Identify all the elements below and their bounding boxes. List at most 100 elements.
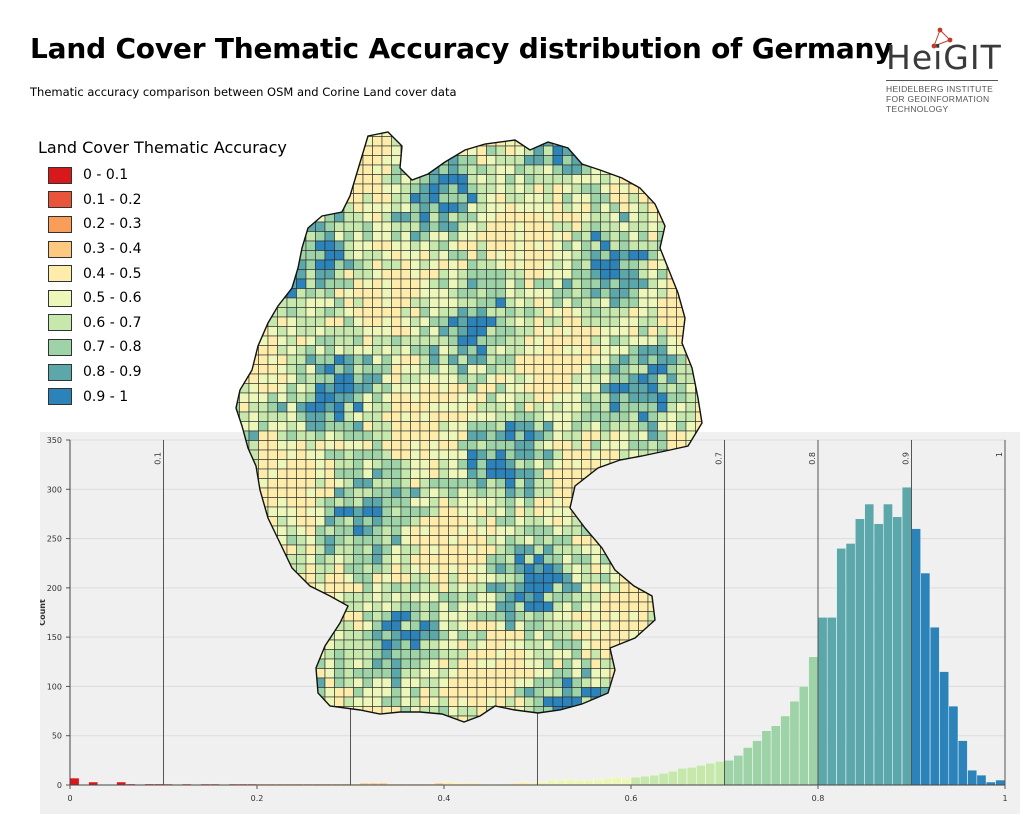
map-legend: Land Cover Thematic Accuracy 0 - 0.1 0.1 … xyxy=(38,138,287,409)
germany-map xyxy=(235,131,703,723)
x-tick-label: 1 xyxy=(1002,794,1007,803)
y-tick-label: 50 xyxy=(52,732,62,741)
logo-brand: HeiGIT xyxy=(886,38,1002,77)
histogram-bar xyxy=(911,528,921,786)
histogram-bar xyxy=(808,656,818,786)
y-tick-label: 100 xyxy=(47,682,62,691)
histogram-bar xyxy=(836,548,846,786)
histogram-bar xyxy=(845,543,856,786)
histogram-bar xyxy=(705,763,715,786)
histogram-bar xyxy=(976,774,987,786)
histogram-bar xyxy=(883,503,893,786)
histogram-bar xyxy=(574,779,585,786)
y-tick-label: 200 xyxy=(47,584,62,593)
histogram-bar xyxy=(630,776,641,786)
histogram-bar xyxy=(948,705,959,786)
histogram-bar xyxy=(827,617,837,786)
y-axis-label: Count xyxy=(40,599,47,626)
legend-label: 0.5 - 0.6 xyxy=(83,290,142,307)
map-grid-cells xyxy=(236,132,702,722)
histogram-bar xyxy=(724,760,734,786)
class-break-label: 0.8 xyxy=(808,452,817,465)
legend-item: 0.5 - 0.6 xyxy=(38,286,287,311)
legend-label: 0.9 - 1 xyxy=(83,388,129,405)
legend-item: 0.3 - 0.4 xyxy=(38,237,287,262)
legend-swatch xyxy=(48,215,72,233)
histogram-bar xyxy=(799,686,809,786)
legend-swatch xyxy=(48,240,72,258)
histogram-bar xyxy=(967,770,977,786)
histogram-bar xyxy=(780,715,790,786)
legend-label: 0.3 - 0.4 xyxy=(83,241,142,258)
histogram-bar xyxy=(995,779,1005,786)
histogram-bar xyxy=(593,778,603,786)
logo-line-3: TECHNOLOGY xyxy=(886,104,949,114)
x-tick-label: 0.4 xyxy=(438,794,451,803)
class-break-label: 0.9 xyxy=(902,452,911,465)
histogram-bar xyxy=(696,765,706,786)
histogram-bar xyxy=(584,779,594,786)
legend-title: Land Cover Thematic Accuracy xyxy=(38,138,287,157)
germany-outline xyxy=(235,131,703,723)
legend-label: 0.8 - 0.9 xyxy=(83,364,142,381)
legend-item: 0.8 - 0.9 xyxy=(38,360,287,385)
legend-swatch xyxy=(48,388,72,406)
histogram-bar xyxy=(855,518,865,786)
histogram-bar xyxy=(771,725,781,786)
histogram-bar xyxy=(873,523,884,786)
page-subtitle: Thematic accuracy comparison between OSM… xyxy=(30,85,457,99)
histogram-bar xyxy=(789,701,800,786)
legend-label: 0 - 0.1 xyxy=(83,167,129,184)
legend-swatch xyxy=(48,338,72,356)
histogram-bar xyxy=(677,768,687,786)
histogram-bar xyxy=(686,767,697,786)
legend-label: 0.7 - 0.8 xyxy=(83,339,142,356)
histogram-bar xyxy=(612,776,622,786)
legend-label: 0.2 - 0.3 xyxy=(83,216,142,233)
histogram-bar xyxy=(930,627,940,786)
legend-label: 0.6 - 0.7 xyxy=(83,314,142,331)
heigit-logo: HeiGIT HEIDELBERG INSTITUTE FOR GEOINFOR… xyxy=(880,24,1010,124)
histogram-bar xyxy=(649,774,659,786)
legend-swatch xyxy=(48,166,72,184)
histogram-bar xyxy=(733,755,744,786)
histogram-bar xyxy=(658,773,669,786)
legend-item: 0.1 - 0.2 xyxy=(38,188,287,213)
histogram-bar xyxy=(920,572,931,786)
class-break-label: 0.1 xyxy=(154,452,163,465)
histogram-bar xyxy=(743,747,753,786)
histogram-bar xyxy=(864,503,874,786)
logo-rule xyxy=(886,80,998,81)
histogram-bar xyxy=(715,761,725,786)
legend-label: 0.4 - 0.5 xyxy=(83,265,142,282)
logo-line-1: HEIDELBERG INSTITUTE xyxy=(886,84,994,94)
y-tick-label: 0 xyxy=(57,781,62,790)
histogram-bar xyxy=(939,671,949,786)
y-tick-label: 300 xyxy=(47,485,62,494)
histogram-bar xyxy=(892,516,902,786)
x-tick-label: 0.6 xyxy=(625,794,638,803)
legend-swatch xyxy=(48,289,72,307)
y-tick-label: 150 xyxy=(47,633,62,642)
histogram-bar xyxy=(752,740,762,786)
histogram-bar xyxy=(958,740,968,786)
histogram-bar xyxy=(817,617,828,786)
legend-swatch xyxy=(48,314,72,332)
legend-item: 0.6 - 0.7 xyxy=(38,311,287,336)
network-nodes-icon xyxy=(931,27,953,49)
histogram-bar xyxy=(902,487,912,786)
histogram-bar xyxy=(761,730,772,786)
legend-swatch xyxy=(48,363,72,381)
legend-swatch xyxy=(48,191,72,209)
histogram-bar xyxy=(69,777,80,786)
legend-item: 0.2 - 0.3 xyxy=(38,212,287,237)
histogram-bar xyxy=(556,779,566,786)
logo-line-2: FOR GEOINFORMATION xyxy=(886,94,990,104)
histogram-bar xyxy=(602,777,613,786)
page-title: Land Cover Thematic Accuracy distributio… xyxy=(30,32,893,65)
x-tick-label: 0.2 xyxy=(251,794,264,803)
legend-item: 0.4 - 0.5 xyxy=(38,261,287,286)
legend-item: 0.9 - 1 xyxy=(38,384,287,409)
histogram-bar xyxy=(668,771,678,786)
legend-label: 0.1 - 0.2 xyxy=(83,191,142,208)
